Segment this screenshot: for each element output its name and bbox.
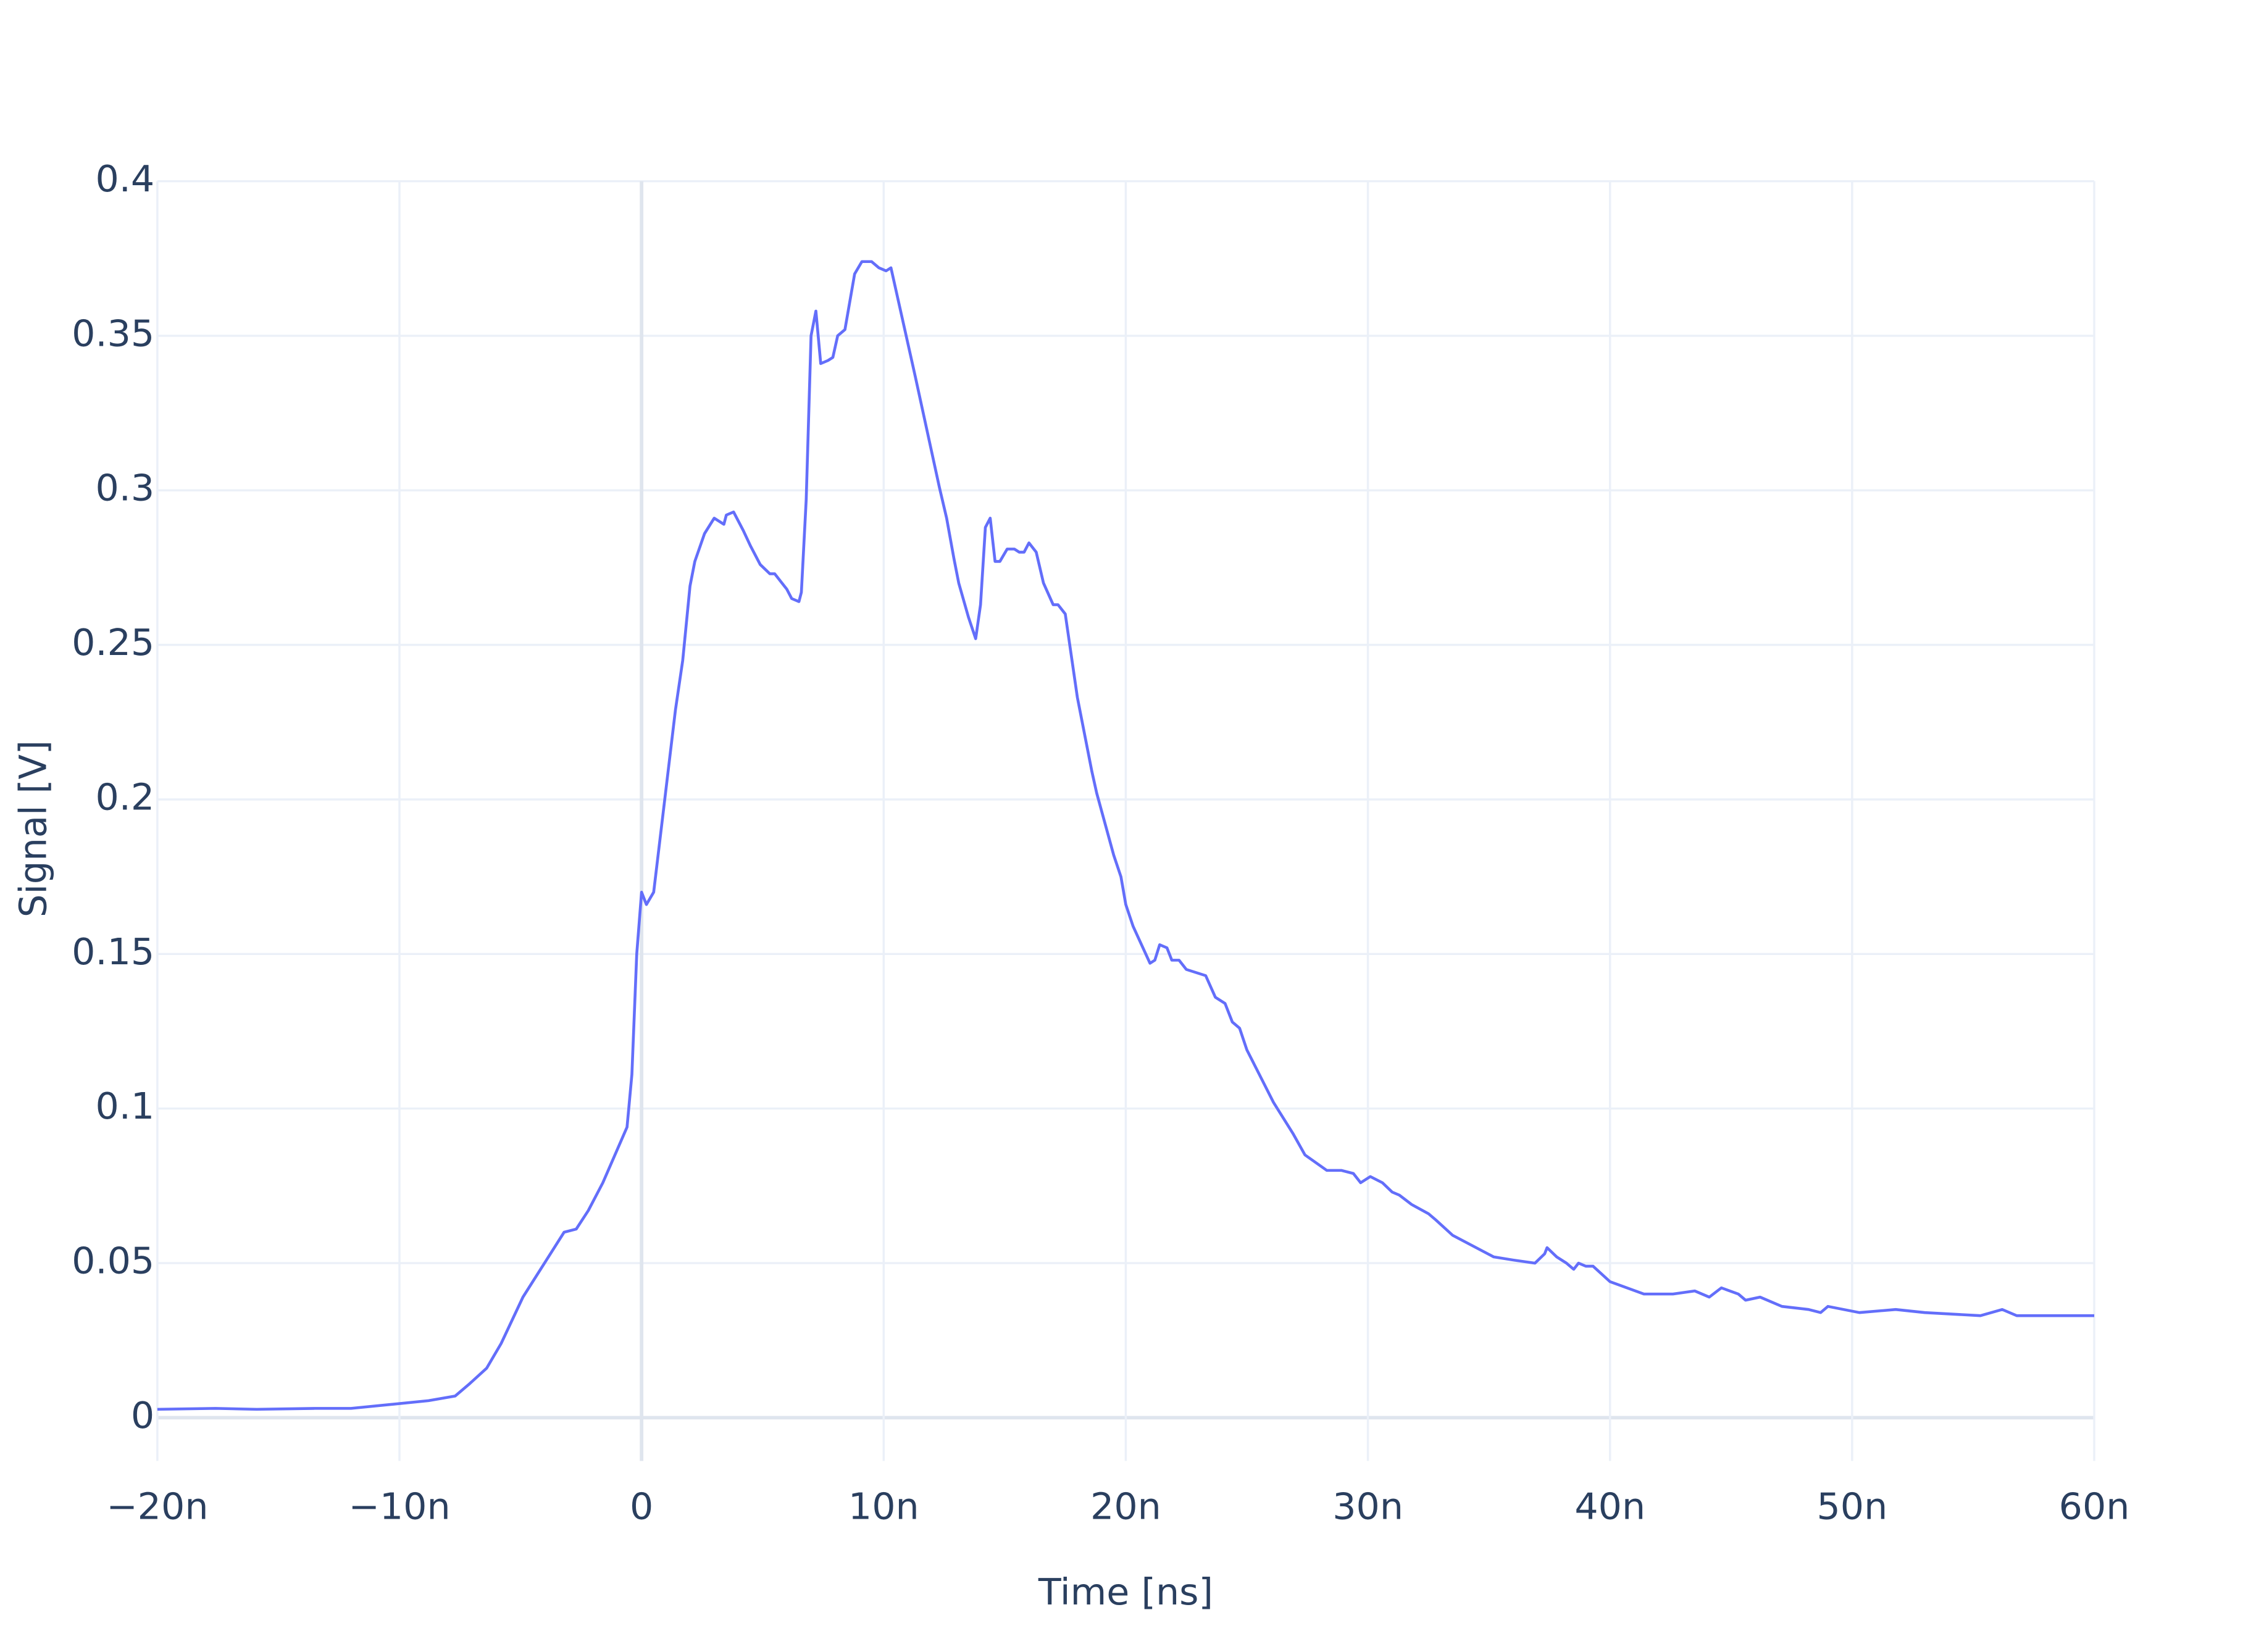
y-tick-label: 0.4 (95, 158, 154, 200)
x-axis-title: Time [ns] (1038, 1572, 1213, 1614)
y-tick-label: 0.05 (72, 1240, 154, 1282)
x-tick-label: 40n (1574, 1486, 1645, 1528)
y-tick-label: 0.1 (95, 1086, 154, 1128)
y-tick-label: 0 (131, 1395, 154, 1437)
x-tick-label: 50n (1816, 1486, 1887, 1528)
signal-line (157, 260, 2095, 1411)
y-tick-label: 0.3 (95, 467, 154, 509)
x-tick-label: −20n (106, 1486, 208, 1528)
x-tick-label: 30n (1332, 1486, 1403, 1528)
y-tick-label: 0.2 (95, 777, 154, 819)
x-tick-label: 10n (848, 1486, 919, 1528)
y-tick-label: 0.35 (72, 313, 154, 355)
y-axis-title: Signal [V] (12, 740, 56, 917)
y-tick-label: 0.25 (72, 622, 154, 664)
x-tick-label: 20n (1090, 1486, 1161, 1528)
x-tick-label: 60n (2059, 1486, 2130, 1528)
y-tick-label: 0.15 (72, 931, 154, 973)
x-tick-label: −10n (348, 1486, 450, 1528)
x-tick-label: 0 (630, 1486, 653, 1528)
